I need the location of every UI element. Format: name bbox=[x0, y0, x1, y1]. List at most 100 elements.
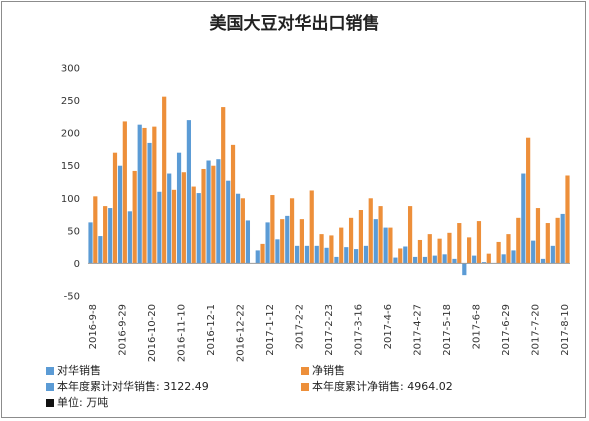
china-bar bbox=[334, 256, 339, 264]
china-bar bbox=[157, 191, 162, 264]
china-bar bbox=[363, 245, 369, 264]
legend-cumulative-china-label: 本年度累计对华销售: 3122.49 bbox=[57, 380, 209, 393]
x-tick-label: 2017-3-16 bbox=[354, 304, 365, 356]
china-bar bbox=[452, 258, 457, 264]
legend-cumulative-china: 本年度累计对华销售: 3122.49 bbox=[46, 378, 209, 394]
net-bar bbox=[270, 195, 275, 264]
legend-unit: 单位: 万吨 bbox=[46, 394, 108, 410]
net-bar bbox=[211, 165, 216, 264]
china-bar bbox=[413, 256, 418, 264]
legend-net-sales: 净销售 bbox=[301, 362, 345, 378]
net-bar bbox=[535, 208, 541, 264]
china-bar bbox=[167, 173, 172, 264]
net-bar bbox=[565, 175, 570, 264]
china-bar bbox=[540, 258, 546, 264]
china-bar bbox=[206, 160, 211, 264]
china-bar bbox=[511, 250, 516, 264]
china-bar bbox=[432, 255, 437, 264]
y-tick-label: 200 bbox=[61, 129, 80, 140]
net-bar bbox=[152, 126, 157, 264]
legend-china-swatch bbox=[46, 367, 54, 375]
china-bar bbox=[108, 208, 113, 264]
net-bar bbox=[93, 196, 98, 264]
china-bar bbox=[176, 152, 182, 264]
net-bar bbox=[427, 234, 432, 264]
net-bar bbox=[240, 198, 245, 264]
china-bar bbox=[245, 220, 251, 264]
china-bar bbox=[403, 246, 408, 264]
net-bar bbox=[457, 223, 462, 264]
china-bar bbox=[383, 227, 388, 264]
x-tick-label: 2016-10-20 bbox=[147, 304, 158, 362]
net-bar bbox=[516, 217, 521, 264]
y-tick-label: 100 bbox=[61, 194, 80, 205]
net-bar bbox=[486, 253, 491, 264]
china-bar bbox=[481, 262, 487, 264]
china-bar bbox=[393, 257, 398, 264]
net-bar bbox=[132, 170, 137, 264]
net-bar bbox=[526, 137, 531, 264]
china-bar bbox=[127, 211, 132, 264]
net-bar bbox=[319, 234, 324, 264]
net-bar bbox=[309, 190, 314, 264]
net-bar bbox=[142, 127, 147, 264]
china-bar bbox=[275, 239, 280, 264]
china-bar bbox=[354, 249, 359, 264]
x-tick-label: 2017-2-23 bbox=[324, 304, 335, 356]
china-bar bbox=[265, 222, 270, 264]
net-bar bbox=[329, 235, 334, 264]
chart-title: 美国大豆对华出口销售 bbox=[209, 14, 380, 34]
legend-cumulative-net-label: 本年度累计净销售: 4964.02 bbox=[312, 380, 453, 393]
net-bar bbox=[181, 172, 186, 264]
china-bar bbox=[226, 180, 231, 264]
x-tick-label: 2016-9-29 bbox=[117, 304, 128, 356]
y-tick-label: 0 bbox=[74, 259, 80, 270]
x-tick-label: 2017-4-6 bbox=[383, 304, 394, 349]
china-bar bbox=[98, 236, 103, 264]
x-tick-label: 2017-6-29 bbox=[501, 304, 512, 356]
china-bar bbox=[373, 219, 378, 264]
china-bar bbox=[472, 255, 477, 264]
x-tick-label: 2017-2-2 bbox=[294, 304, 305, 349]
x-tick-label: 2016-9-8 bbox=[88, 304, 99, 349]
net-bar bbox=[260, 243, 265, 264]
net-bar bbox=[122, 121, 127, 264]
net-bar bbox=[280, 219, 285, 264]
net-bar bbox=[447, 232, 452, 264]
x-tick-label: 2017-5-18 bbox=[442, 304, 453, 356]
china-bar bbox=[294, 245, 300, 264]
y-tick-label: 50 bbox=[67, 226, 80, 237]
net-bar bbox=[289, 198, 295, 264]
china-bar bbox=[521, 173, 526, 264]
net-bar bbox=[398, 248, 403, 264]
net-bar bbox=[476, 221, 482, 264]
y-tick-label: 250 bbox=[61, 96, 80, 107]
legend-unit-swatch bbox=[46, 399, 54, 407]
y-tick-label: -50 bbox=[64, 292, 80, 303]
net-bar bbox=[348, 217, 354, 264]
legend-net-label: 净销售 bbox=[312, 364, 345, 377]
net-bar bbox=[437, 238, 442, 264]
net-bar bbox=[417, 239, 423, 264]
china-bar bbox=[531, 240, 536, 264]
china-bar bbox=[344, 247, 349, 264]
china-bar bbox=[117, 165, 123, 264]
legend-china-label: 对华销售 bbox=[57, 364, 101, 377]
net-bar bbox=[555, 217, 560, 264]
legend-cumulative-china-swatch bbox=[46, 383, 54, 391]
legend-cumulative-net-swatch bbox=[301, 383, 309, 391]
net-bar bbox=[358, 210, 364, 264]
china-bar bbox=[501, 254, 506, 264]
legend-net-swatch bbox=[301, 367, 309, 375]
net-bar bbox=[506, 234, 511, 264]
china-bar bbox=[324, 247, 329, 264]
net-bar bbox=[162, 96, 167, 264]
x-tick-label: 2017-1-12 bbox=[265, 304, 276, 356]
china-bar bbox=[304, 245, 310, 264]
net-bar bbox=[191, 186, 196, 264]
net-bar bbox=[496, 241, 501, 264]
china-bar bbox=[137, 124, 142, 264]
net-bar bbox=[221, 107, 226, 264]
china-bar bbox=[442, 254, 447, 264]
